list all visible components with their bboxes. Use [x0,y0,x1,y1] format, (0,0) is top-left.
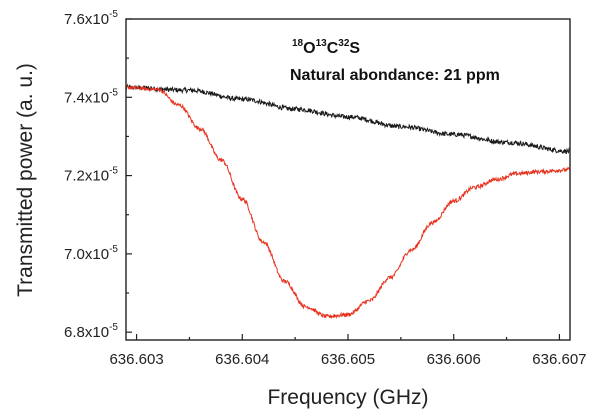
series-0 [125,83,571,155]
y-tick-label-0: 6.8x10-5 [64,322,118,341]
series-1-line [125,84,571,320]
x-tick-labels: 636.603 636.604 636.605 636.606 636.607 [109,351,586,368]
x-tick-label-1: 636.604 [215,351,269,368]
abundance-label: Natural abondance: 21 ppm [290,67,500,84]
series-layer [125,83,571,320]
y-tick-label-2: 7.2x10-5 [64,166,118,185]
y-axis-label: Transmitted power (a. u.) [14,63,37,297]
isotopologue-label: 18O13C32S [292,38,360,57]
x-axis-label: Frequency (GHz) [267,386,428,409]
y-tick-label-4: 7.6x10-5 [64,9,118,28]
x-tick-label-3: 636.606 [427,351,481,368]
series-1 [125,84,571,320]
ticks-layer [126,18,561,340]
series-0-line [125,83,571,155]
y-tick-labels: 6.8x10-5 7.0x10-5 7.2x10-5 7.4x10-5 7.6x10-5 [64,9,118,341]
y-tick-label-1: 7.0x10-5 [64,244,118,263]
y-tick-label-3: 7.4x10-5 [64,87,118,106]
x-tick-label-2: 636.605 [321,351,375,368]
x-tick-label-0: 636.603 [109,351,163,368]
x-tick-label-4: 636.607 [532,351,586,368]
